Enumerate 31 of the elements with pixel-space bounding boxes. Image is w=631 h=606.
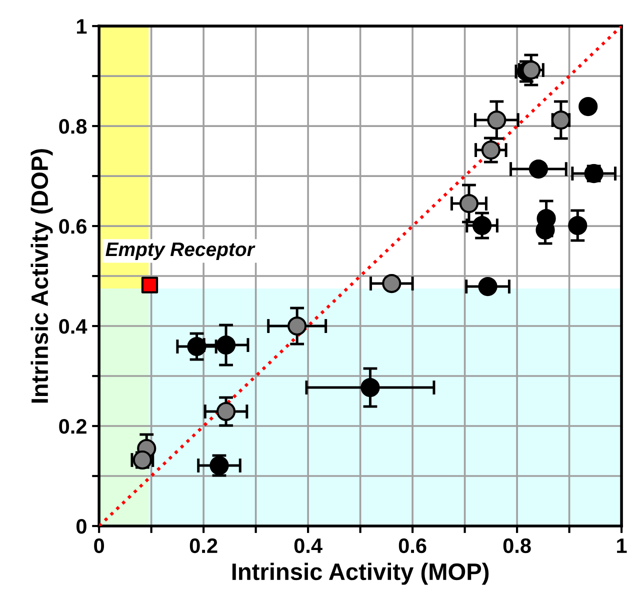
point xyxy=(578,97,598,116)
y-tick-label: 0.2 xyxy=(59,419,86,434)
point xyxy=(216,335,236,355)
x-tick-label: 0.8 xyxy=(503,538,531,554)
point xyxy=(472,216,492,236)
x-tick-label: 0 xyxy=(94,538,104,554)
y-axis-title: Intrinsic Activity (DOP) xyxy=(30,149,53,403)
point xyxy=(187,336,206,356)
x-tick-label: 0.6 xyxy=(398,538,426,554)
point xyxy=(481,140,500,160)
point xyxy=(487,110,506,130)
point xyxy=(360,378,380,398)
point xyxy=(522,60,541,80)
point xyxy=(141,276,158,294)
y-tick-label: 0.4 xyxy=(59,319,88,334)
point xyxy=(528,159,548,179)
point xyxy=(459,194,479,214)
point xyxy=(478,276,498,296)
x-tick-label: 0.4 xyxy=(294,538,322,554)
point xyxy=(216,402,236,422)
point xyxy=(568,216,588,236)
y-tick-label: 1 xyxy=(76,19,87,34)
x-tick-label: 1 xyxy=(617,538,627,553)
y-tick-label: 0 xyxy=(76,519,86,534)
point xyxy=(288,316,307,336)
y-tick-label: 0.8 xyxy=(59,119,87,134)
x-axis-title: Intrinsic Activity (MOP) xyxy=(232,562,489,585)
annotation: Empty Receptor xyxy=(106,242,256,260)
point xyxy=(382,274,402,294)
x-tick-label: 0.2 xyxy=(190,538,218,554)
y-tick-label: 0.6 xyxy=(59,219,87,234)
